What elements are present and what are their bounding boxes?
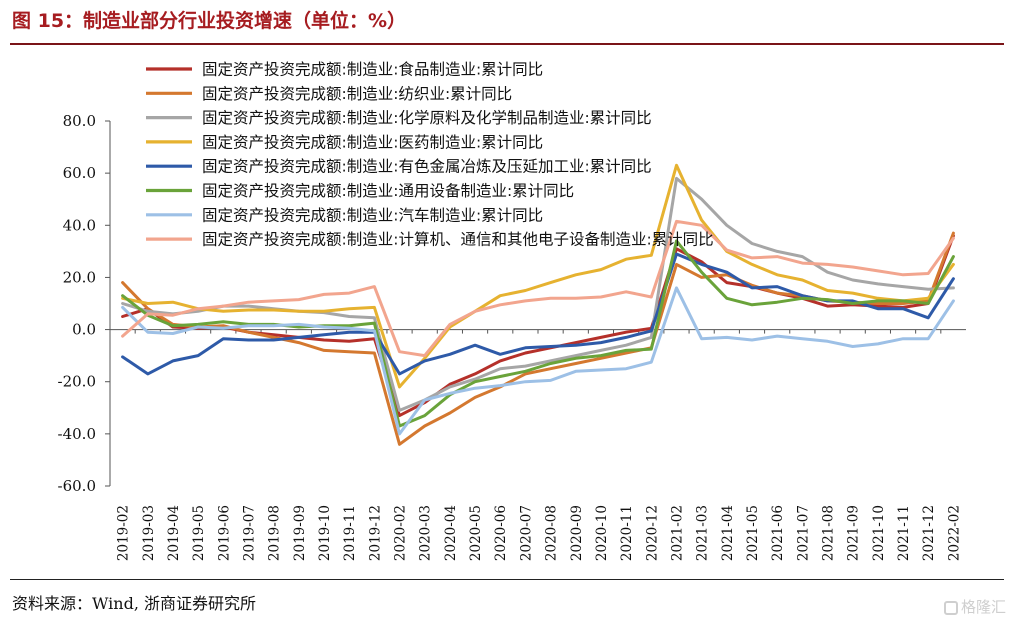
x-tick-label: 2019-08 xyxy=(267,505,283,561)
legend-label-1: 固定资产投资完成额:制造业:食品制造业:累计同比 xyxy=(202,61,543,79)
x-tick-label: 2020-12 xyxy=(644,505,660,561)
chart-axes: 80.0 60.0 40.0 20.0 0.0 -20.0 -40.0 -60.0 2019-0… xyxy=(58,112,966,561)
x-tick-label: 2021-04 xyxy=(720,505,736,561)
y-tick-label: 80.0 xyxy=(63,112,96,130)
series-line-7 xyxy=(121,286,955,436)
title-divider xyxy=(10,43,1004,45)
x-tick-label: 2020-10 xyxy=(594,505,610,561)
x-tick-label: 2020-07 xyxy=(518,505,534,561)
x-tick-label: 2020-05 xyxy=(468,505,484,561)
watermark-text: 格隆汇 xyxy=(961,598,1007,616)
legend-label-2: 固定资产投资完成额:制造业:纺织业:累计同比 xyxy=(202,85,512,103)
x-tick-label: 2019-05 xyxy=(191,505,207,561)
x-tick-label: 2020-04 xyxy=(443,505,459,561)
legend-label-3: 固定资产投资完成额:制造业:化学原料及化学制品制造业:累计同比 xyxy=(202,109,652,127)
x-tick-label: 2019-04 xyxy=(166,505,182,561)
y-tick-label: -60.0 xyxy=(58,477,96,495)
watermark-logo-icon xyxy=(944,601,958,615)
legend-label-7: 固定资产投资完成额:制造业:汽车制造业:累计同比 xyxy=(202,206,543,224)
y-tick-label: 60.0 xyxy=(63,164,96,182)
chart-legend: 固定资产投资完成额:制造业:食品制造业:累计同比固定资产投资完成额:制造业:纺织… xyxy=(146,61,714,249)
x-tick-label: 2019-10 xyxy=(317,505,333,561)
x-tick-label: 2019-06 xyxy=(216,505,232,561)
x-tick-label: 2019-02 xyxy=(116,505,132,561)
legend-label-4: 固定资产投资完成额:制造业:医药制造业:累计同比 xyxy=(202,133,543,151)
x-tick-label: 2021-12 xyxy=(921,505,937,561)
x-tick-label: 2020-11 xyxy=(619,505,635,561)
y-tick-label: -40.0 xyxy=(58,425,96,443)
figure-title: 图 15：制造业部分行业投资增速（单位：%） xyxy=(12,10,407,32)
x-tick-label: 2020-03 xyxy=(418,505,434,561)
x-tick-label: 2019-12 xyxy=(367,505,383,561)
y-tick-label: 20.0 xyxy=(63,268,96,286)
x-tick-label: 2019-09 xyxy=(292,505,308,561)
x-tick-label: 2019-11 xyxy=(342,505,358,561)
x-tick-label: 2021-08 xyxy=(821,505,837,561)
x-tick-label: 2020-02 xyxy=(393,505,409,561)
series-line-8 xyxy=(121,219,955,358)
x-tick-label: 2021-09 xyxy=(846,505,862,561)
x-tick-label: 2020-09 xyxy=(569,505,585,561)
y-tick-label: 40.0 xyxy=(63,216,96,234)
legend-label-5: 固定资产投资完成额:制造业:有色金属冶炼及压延加工业:累计同比 xyxy=(202,158,652,176)
legend-label-8: 固定资产投资完成额:制造业:计算机、通信和其他电子设备制造业:累计同比 xyxy=(202,230,714,249)
legend-label-6: 固定资产投资完成额:制造业:通用设备制造业:累计同比 xyxy=(202,182,574,200)
series-line-4 xyxy=(121,163,955,389)
x-tick-label: 2021-11 xyxy=(896,505,912,561)
x-tick-label: 2019-03 xyxy=(141,505,157,561)
x-tick-label: 2020-06 xyxy=(493,505,509,561)
y-tick-label: -20.0 xyxy=(58,373,96,391)
watermark: 格隆汇 xyxy=(944,596,1006,617)
series-lines xyxy=(121,163,955,446)
x-tick-label: 2022-02 xyxy=(946,505,962,561)
x-tick-label: 2019-07 xyxy=(241,505,257,561)
x-tick-label: 2021-06 xyxy=(770,505,786,561)
line-chart: 80.0 60.0 40.0 20.0 0.0 -20.0 -40.0 -60.0 2019-0… xyxy=(58,61,966,561)
x-tick-label: 2021-03 xyxy=(695,505,711,561)
x-tick-label: 2021-10 xyxy=(871,505,887,561)
source-note: 资料来源：Wind, 浙商证券研究所 xyxy=(12,594,257,613)
x-tick-label: 2021-02 xyxy=(669,505,685,561)
y-tick-label: 0.0 xyxy=(72,321,96,339)
x-tick-label: 2020-08 xyxy=(544,505,560,561)
x-tick-label: 2021-07 xyxy=(795,505,811,561)
x-tick-label: 2021-05 xyxy=(745,505,761,561)
source-divider xyxy=(10,579,1004,580)
